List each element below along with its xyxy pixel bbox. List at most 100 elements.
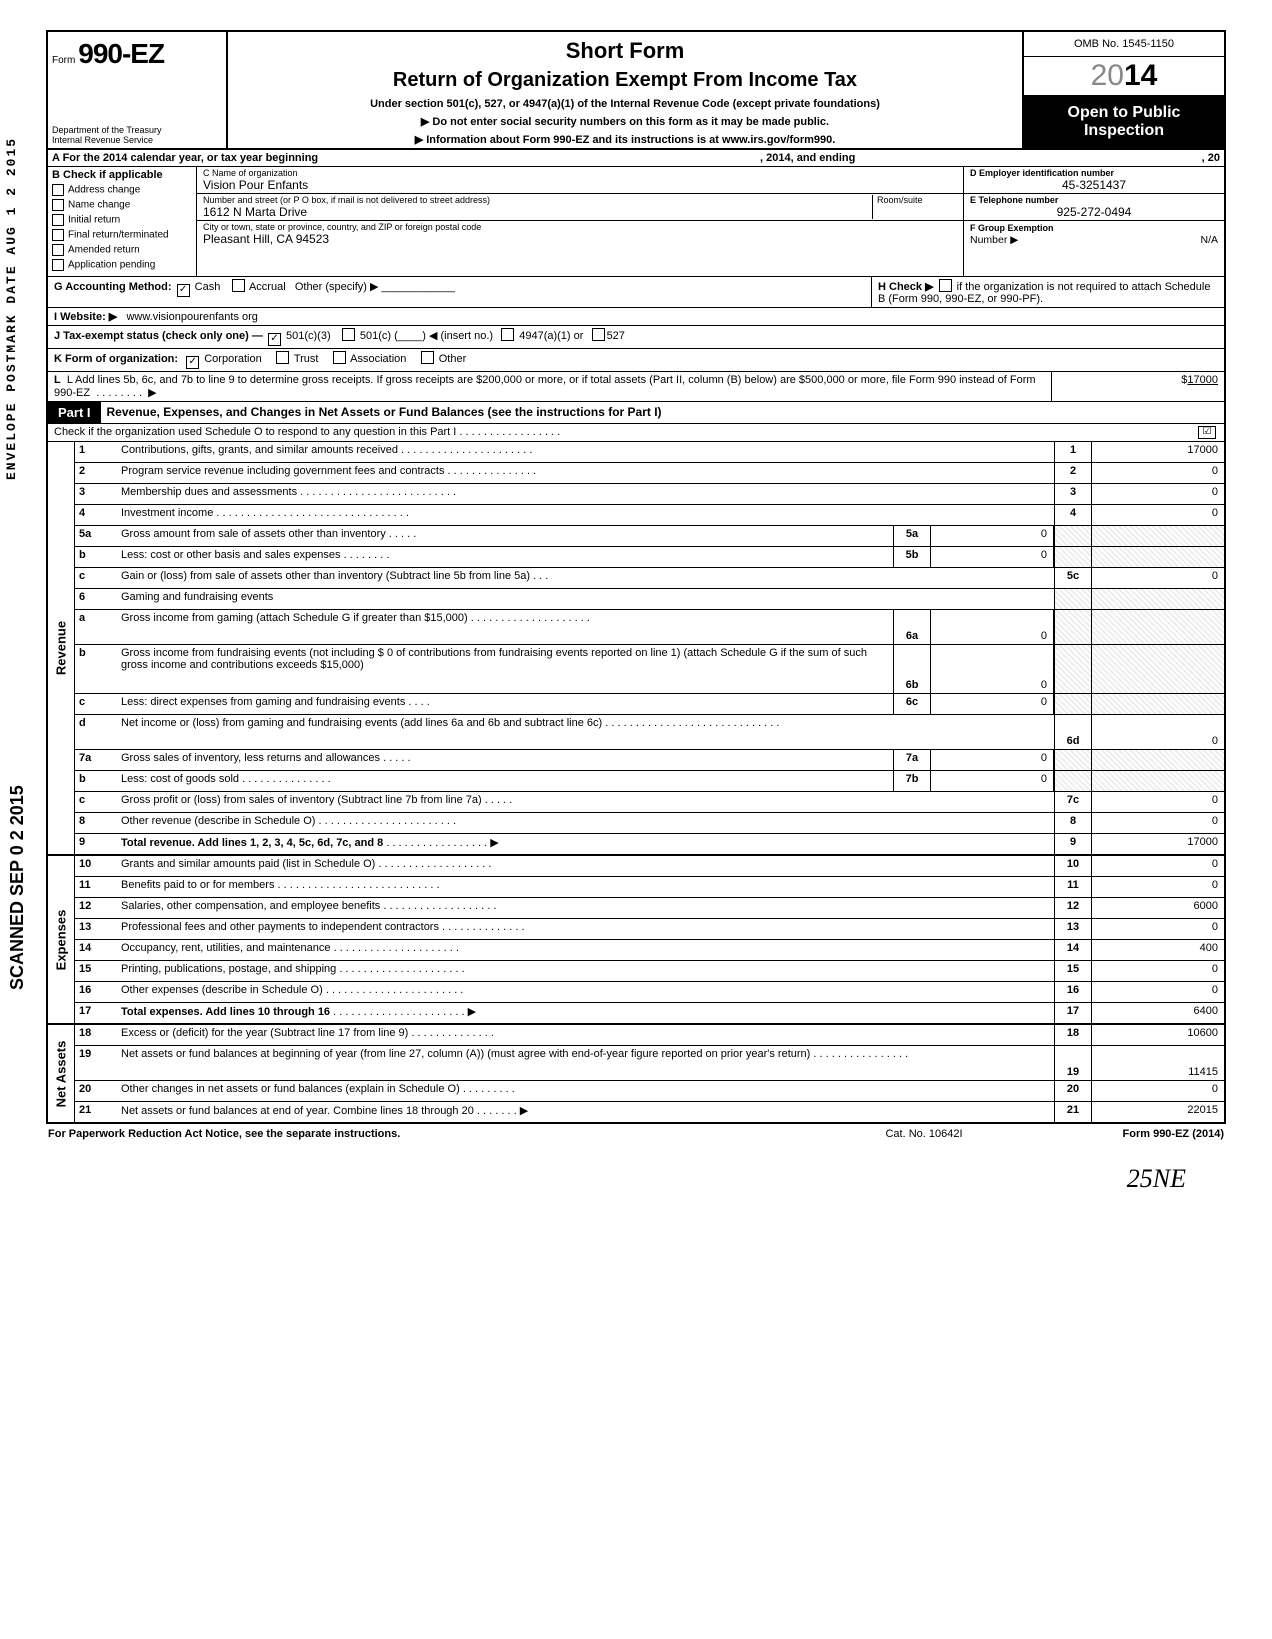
line-num: 3: [75, 484, 117, 504]
group-exempt-value: N/A: [1200, 234, 1218, 246]
col-val: 0: [1091, 982, 1224, 1002]
chk-scheduleb[interactable]: [939, 279, 952, 292]
chk-4947[interactable]: [501, 328, 514, 341]
line-num: 13: [75, 919, 117, 939]
ein-label: D Employer identification number: [970, 168, 1218, 178]
sub-val: 0: [931, 645, 1054, 693]
section-e: E Telephone number 925-272-0494: [964, 194, 1224, 221]
chk-corp[interactable]: ✓: [186, 356, 199, 369]
col-val: 0: [1091, 919, 1224, 939]
opt-501c: 501(c) (: [360, 330, 398, 342]
line-g-h: G Accounting Method: ✓ Cash Accrual Othe…: [46, 277, 1226, 308]
footer-right: Form 990-EZ (2014): [1024, 1128, 1224, 1140]
line-desc: Gross sales of inventory, less returns a…: [121, 752, 380, 764]
opt-trust: Trust: [294, 353, 319, 365]
arrow-icon: ▶: [490, 837, 498, 849]
header-left: Form 990-EZ Department of the Treasury I…: [48, 32, 228, 148]
line-7a: 7a Gross sales of inventory, less return…: [75, 750, 1224, 771]
col-num: 10: [1054, 856, 1091, 876]
line-h-label: H Check ▶: [878, 281, 934, 293]
col-num: 9: [1054, 834, 1091, 854]
col-val: 0: [1091, 813, 1224, 833]
cb-amended-return[interactable]: Amended return: [52, 244, 192, 256]
line-2: 2 Program service revenue including gove…: [75, 463, 1224, 484]
chk-trust[interactable]: [276, 351, 289, 364]
street-label: Number and street (or P O box, if mail i…: [203, 195, 872, 205]
line-20: 20Other changes in net assets or fund ba…: [75, 1081, 1224, 1102]
section-b: B Check if applicable Address change Nam…: [48, 167, 197, 276]
col-num: 3: [1054, 484, 1091, 504]
org-name-label: C Name of organization: [203, 168, 957, 178]
side-expenses: Expenses: [48, 856, 75, 1023]
cb-initial-return[interactable]: Initial return: [52, 214, 192, 226]
line-18: 18Excess or (deficit) for the year (Subt…: [75, 1025, 1224, 1046]
line-num: 5a: [75, 526, 117, 546]
section-d: D Employer identification number 45-3251…: [964, 167, 1224, 194]
line-7c: c Gross profit or (loss) from sales of i…: [75, 792, 1224, 813]
line-desc: Gross income from gaming (attach Schedul…: [121, 612, 468, 624]
col-val: 0: [1091, 961, 1224, 981]
line-desc: Gross income from fundraising events (no…: [117, 645, 893, 693]
chk-assoc[interactable]: [333, 351, 346, 364]
line-num: 8: [75, 813, 117, 833]
col-val: 0: [1091, 792, 1224, 812]
sub-val: 0: [931, 771, 1054, 791]
cb-label: Amended return: [68, 245, 140, 256]
line-15: 15Printing, publications, postage, and s…: [75, 961, 1224, 982]
ssn-warning: ▶ Do not enter social security numbers o…: [236, 115, 1014, 128]
line-num: 17: [75, 1003, 117, 1023]
cb-final-return[interactable]: Final return/terminated: [52, 229, 192, 241]
line-num: c: [75, 792, 117, 812]
chk-accrual[interactable]: [232, 279, 245, 292]
revenue-section: Revenue 1 Contributions, gifts, grants, …: [46, 442, 1226, 856]
col-val: 6400: [1091, 1003, 1224, 1023]
chk-501c[interactable]: [342, 328, 355, 341]
opt-other: Other: [439, 353, 467, 365]
line-num: 1: [75, 442, 117, 462]
line-6b: b Gross income from fundraising events (…: [75, 645, 1224, 694]
col-val: 17000: [1091, 834, 1224, 854]
cb-address-change[interactable]: Address change: [52, 184, 192, 196]
line-12: 12Salaries, other compensation, and empl…: [75, 898, 1224, 919]
line-6d: d Net income or (loss) from gaming and f…: [75, 715, 1224, 750]
line-desc: Contributions, gifts, grants, and simila…: [121, 444, 398, 456]
line-desc: Total expenses. Add lines 10 through 16: [121, 1006, 330, 1018]
cb-application-pending[interactable]: Application pending: [52, 259, 192, 271]
cash-label: Cash: [195, 281, 221, 293]
line-j-label: J Tax-exempt status (check only one) —: [54, 330, 263, 342]
line-9: 9 Total revenue. Add lines 1, 2, 3, 4, 5…: [75, 834, 1224, 854]
col-val: 0: [1091, 568, 1224, 588]
line-desc: Program service revenue including govern…: [121, 465, 444, 477]
side-revenue: Revenue: [48, 442, 75, 854]
row-a-begin: A For the 2014 calendar year, or tax yea…: [52, 152, 760, 164]
line-14: 14Occupancy, rent, utilities, and mainte…: [75, 940, 1224, 961]
col-val: 400: [1091, 940, 1224, 960]
line-5a: 5a Gross amount from sale of assets othe…: [75, 526, 1224, 547]
col-val: 0: [1091, 877, 1224, 897]
chk-other[interactable]: [421, 351, 434, 364]
opt-4947: 4947(a)(1) or: [519, 330, 583, 342]
section-def: D Employer identification number 45-3251…: [963, 167, 1224, 276]
col-val: 22015: [1091, 1102, 1224, 1122]
line-desc: Professional fees and other payments to …: [121, 921, 439, 933]
chk-527[interactable]: [592, 328, 605, 341]
line-num: 11: [75, 877, 117, 897]
sub-val: 0: [931, 694, 1054, 714]
line-num: 16: [75, 982, 117, 1002]
line-num: 10: [75, 856, 117, 876]
line-num: b: [75, 771, 117, 791]
chk-cash[interactable]: ✓: [177, 284, 190, 297]
line-num: d: [75, 715, 117, 749]
opt-corp: Corporation: [204, 353, 261, 365]
insert-no: ) ◀ (insert no.): [422, 330, 493, 342]
line-desc: Net income or (loss) from gaming and fun…: [121, 717, 602, 729]
opt-527: 527: [607, 330, 625, 342]
line-l: L L Add lines 5b, 6c, and 7b to line 9 t…: [46, 372, 1226, 402]
chk-schedule-o[interactable]: ☑: [1198, 426, 1216, 439]
cb-name-change[interactable]: Name change: [52, 199, 192, 211]
row-a-end: , 20: [1020, 152, 1220, 164]
dollar-sign: $: [1181, 374, 1187, 386]
chk-501c3[interactable]: ✓: [268, 333, 281, 346]
tax-year: 2014: [1024, 57, 1224, 96]
col-num: 8: [1054, 813, 1091, 833]
